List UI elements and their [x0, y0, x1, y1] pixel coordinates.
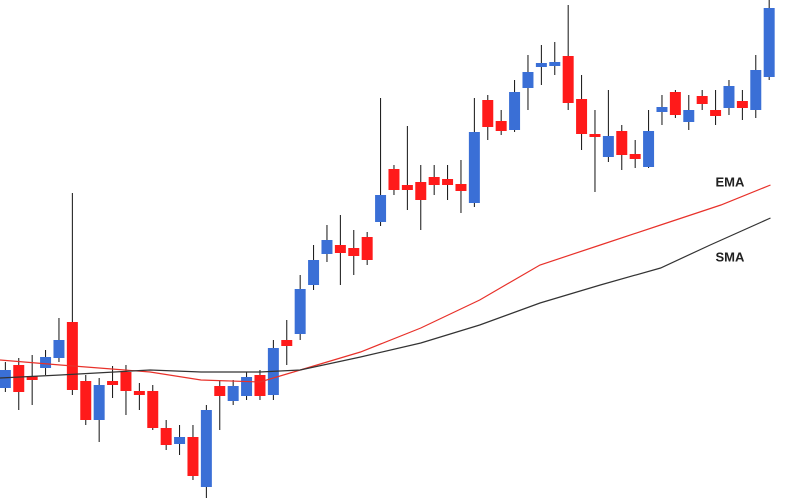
candle-body — [589, 134, 601, 137]
candle-body — [683, 110, 695, 122]
candle-body — [669, 92, 681, 115]
candle-body — [750, 70, 762, 110]
candle-body — [763, 8, 775, 77]
candle-body — [696, 96, 708, 104]
candle-body — [375, 195, 387, 222]
candle-body — [576, 99, 588, 134]
line-sma — [0, 217, 771, 379]
candle-body — [308, 260, 320, 285]
candle-body — [468, 132, 480, 203]
candle-body — [388, 169, 400, 190]
candle-body — [616, 131, 628, 155]
candle-body — [40, 357, 52, 368]
candle-body — [495, 121, 507, 131]
candle-body — [80, 381, 92, 420]
candle-body — [348, 248, 360, 256]
candle-body — [281, 340, 293, 346]
candle-body — [482, 100, 494, 127]
series-label: EMA — [716, 174, 746, 189]
candle-body — [723, 86, 735, 108]
candle-body — [710, 110, 722, 116]
candle-body — [53, 340, 65, 358]
candle-body — [562, 56, 574, 103]
candle-body — [254, 375, 266, 396]
candle-body — [227, 386, 239, 401]
candle-body — [428, 177, 440, 185]
candle-body — [442, 179, 454, 185]
candle-body — [334, 245, 346, 253]
candle-body — [401, 185, 413, 190]
candle-body — [120, 372, 132, 391]
candle-body — [174, 437, 186, 444]
candle-body — [93, 385, 105, 420]
candle-body — [361, 237, 373, 260]
candle-body — [321, 240, 333, 254]
candle-body — [26, 376, 38, 380]
series-label: SMA — [716, 249, 746, 264]
candle-body — [509, 92, 521, 130]
candle-body — [160, 428, 172, 445]
candle-body — [200, 410, 212, 487]
candle-body — [643, 131, 655, 167]
candle-body — [0, 370, 11, 388]
candle-body — [107, 381, 119, 385]
candle-body — [13, 365, 25, 392]
candle-body — [602, 136, 614, 157]
candle-body — [629, 154, 641, 159]
candle-body — [214, 386, 226, 396]
candle-body — [187, 437, 199, 476]
candle-body — [415, 182, 427, 200]
candle-body — [522, 72, 534, 88]
candle-body — [66, 322, 78, 390]
candle-body — [294, 289, 306, 334]
candle-body — [241, 377, 253, 396]
candle-body — [535, 63, 547, 67]
candle-body — [549, 62, 561, 66]
candle-body — [133, 391, 145, 395]
candle-body — [455, 184, 467, 191]
line-ema — [0, 184, 771, 383]
candle-body — [656, 107, 668, 112]
candle-body — [147, 391, 159, 428]
candle-body — [736, 101, 748, 108]
